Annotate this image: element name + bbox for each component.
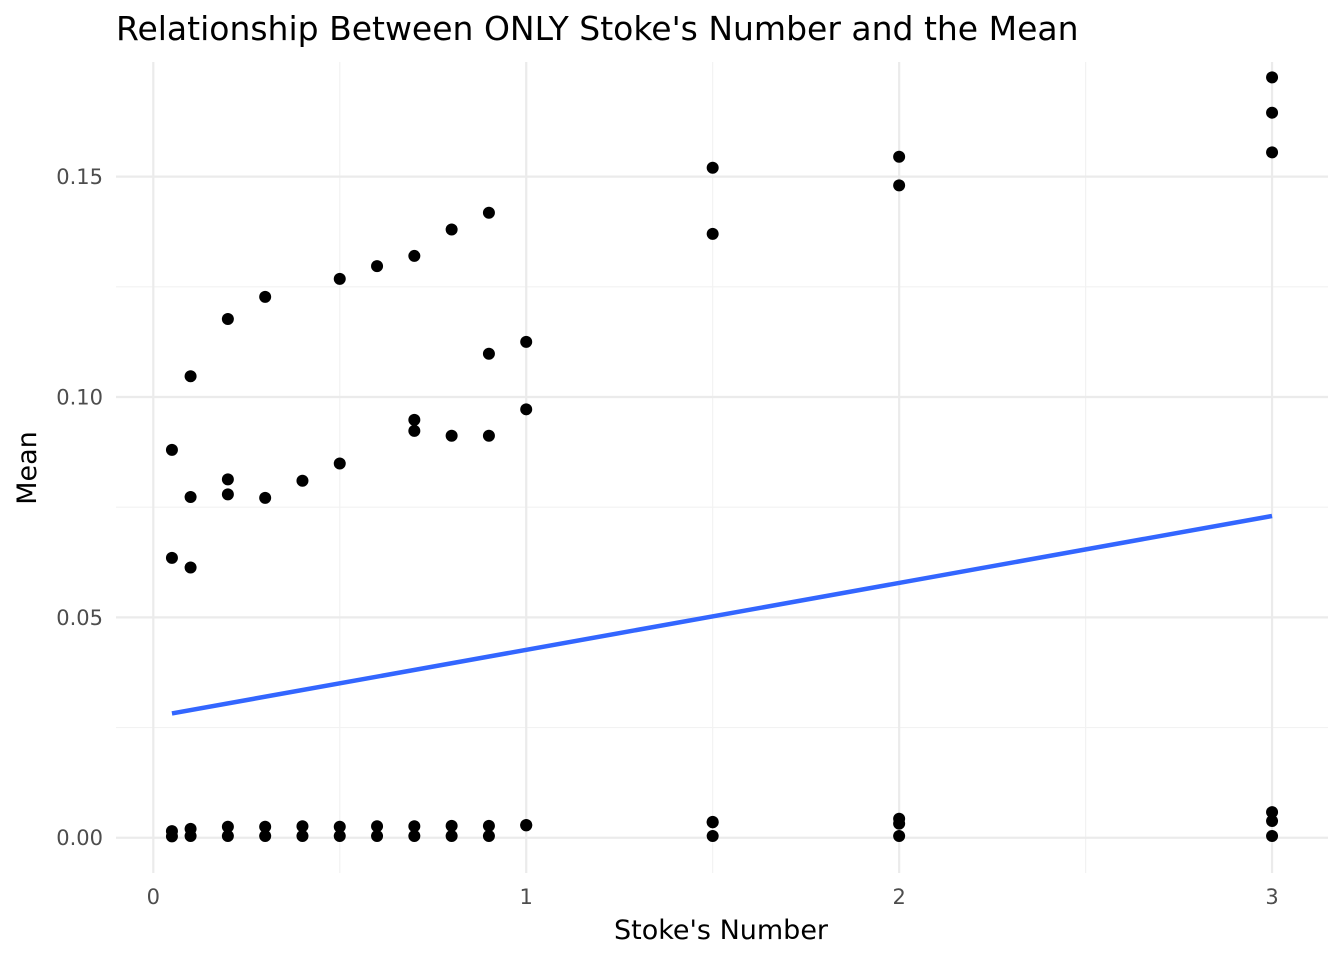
data-point [165,551,178,564]
y-tick-label: 0.05 [56,606,103,630]
data-point [184,829,197,842]
data-point [893,829,906,842]
data-point [371,260,384,273]
tick-labels: 0 1 2 3 0.00 0.05 0.10 0.15 [56,165,1279,909]
data-point [482,429,495,442]
x-tick-label: 2 [892,885,905,909]
data-point [445,819,458,832]
data-point [445,223,458,236]
data-point [408,820,421,833]
data-point [296,820,309,833]
data-point [408,829,421,842]
data-point [333,272,346,285]
data-point [482,347,495,360]
data-point [1266,106,1279,119]
data-point [259,820,272,833]
y-tick-label: 0.15 [56,165,103,189]
data-point [221,473,234,486]
y-tick-label: 0.00 [56,826,103,850]
x-tick-label: 0 [147,885,160,909]
data-point [259,290,272,303]
data-point [1266,829,1279,842]
data-point [482,206,495,219]
data-point [408,424,421,437]
data-point [333,829,346,842]
data-point [520,335,533,348]
data-point [445,429,458,442]
data-point [893,150,906,163]
data-point [371,820,384,833]
data-point [408,249,421,262]
data-points [165,71,1279,843]
data-point [482,829,495,842]
data-point [165,443,178,456]
data-point [1266,71,1279,84]
data-point [184,561,197,574]
data-point [221,488,234,501]
data-point [333,820,346,833]
data-point [221,829,234,842]
data-point [1266,814,1279,827]
grid-lines [116,62,1328,873]
data-point [221,820,234,833]
data-point [893,817,906,830]
data-point [408,413,421,426]
data-point [520,403,533,416]
data-point [165,830,178,843]
y-tick-label: 0.10 [56,385,103,409]
data-point [706,816,719,829]
data-point [1266,806,1279,819]
data-point [184,370,197,383]
data-point [259,829,272,842]
data-point [259,491,272,504]
data-point [184,491,197,504]
data-point [482,819,495,832]
data-point [221,312,234,325]
data-point [1266,146,1279,159]
data-point [445,829,458,842]
data-point [706,227,719,240]
y-axis-title: Mean [12,431,43,505]
data-point [296,829,309,842]
data-point [333,457,346,470]
chart-title: Relationship Between ONLY Stoke's Number… [116,9,1079,48]
data-point [893,179,906,192]
data-point [706,161,719,174]
data-point [706,829,719,842]
x-axis-title: Stoke's Number [614,915,829,946]
data-point [371,829,384,842]
x-tick-label: 1 [520,885,533,909]
data-point [520,819,533,832]
trend-line-layer [171,513,1273,716]
data-point [296,474,309,487]
x-tick-label: 3 [1265,885,1278,909]
trend-line [171,513,1273,716]
